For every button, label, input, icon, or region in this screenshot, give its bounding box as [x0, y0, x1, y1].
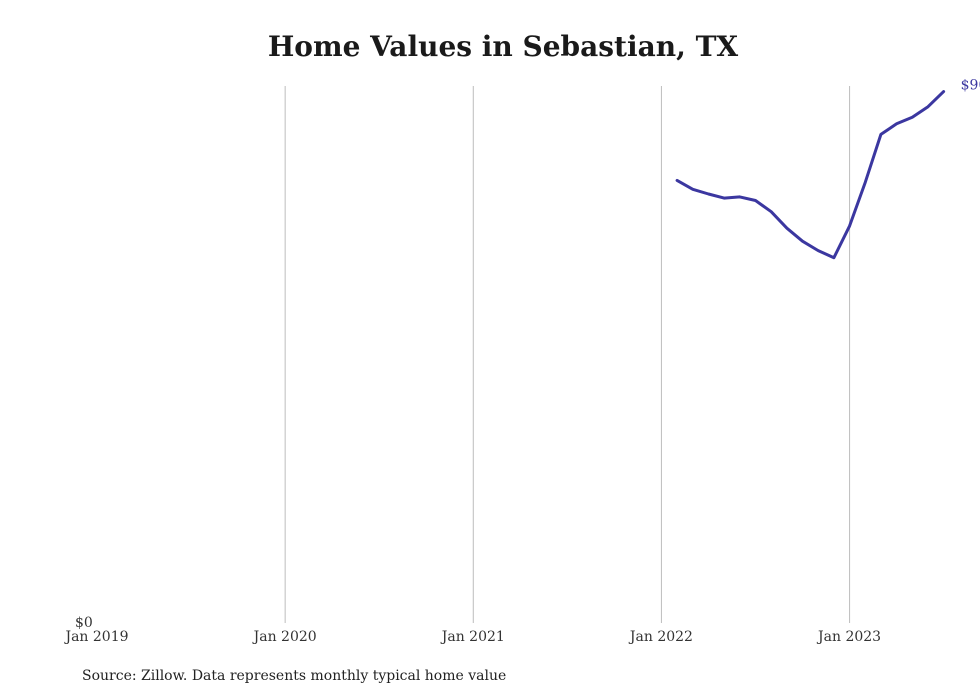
x-axis-ticks: Jan 2019 Jan 2020 Jan 2021 Jan 2022 Jan 2023 [63, 629, 881, 645]
y-tick-label-zero: $0 [75, 615, 93, 631]
x-tick-label-jan-2022: Jan 2022 [628, 629, 693, 645]
gridlines [284, 86, 851, 623]
chart-title: Home Values in Sebastian, TX [267, 30, 739, 63]
y-axis-ticks: $0 [75, 615, 93, 631]
source-note: Source: Zillow. Data represents monthly … [82, 668, 507, 684]
x-tick-label-jan-2023: Jan 2023 [816, 629, 881, 645]
series-line-0 [675, 90, 946, 260]
x-tick-label-jan-2019: Jan 2019 [63, 629, 128, 645]
x-tick-label-jan-2020: Jan 2020 [252, 629, 317, 645]
data-labels: $90,047 [961, 78, 980, 94]
x-tick-label-jan-2021: Jan 2021 [440, 629, 505, 645]
series-lines [675, 90, 946, 260]
end-value-label: $90,047 [961, 78, 980, 94]
